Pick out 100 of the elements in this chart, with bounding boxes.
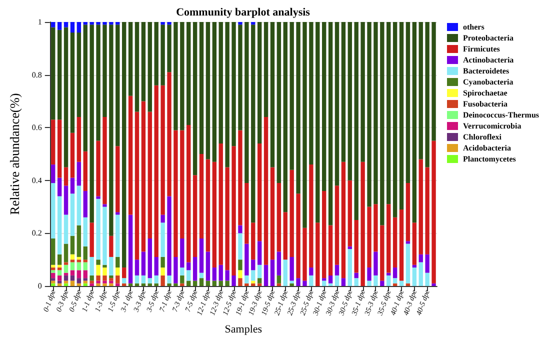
bar xyxy=(141,283,146,286)
bar xyxy=(328,275,333,284)
bar xyxy=(148,238,152,278)
y-tick-label: 0.8 xyxy=(32,70,42,80)
bar xyxy=(386,204,391,273)
bar xyxy=(212,280,217,286)
bar xyxy=(109,280,114,284)
bar xyxy=(96,196,100,199)
bar xyxy=(64,167,68,186)
bar xyxy=(90,22,94,25)
bar xyxy=(57,196,62,254)
y-tick-label: 0.6 xyxy=(32,123,42,132)
bar xyxy=(122,278,126,284)
bar xyxy=(328,225,333,276)
bar xyxy=(128,22,133,96)
bar xyxy=(238,225,242,234)
bar xyxy=(257,241,262,265)
bar xyxy=(83,280,88,284)
bar xyxy=(76,162,82,186)
bar xyxy=(186,270,191,281)
bar xyxy=(316,22,320,223)
bar xyxy=(392,268,398,278)
bar xyxy=(57,30,62,120)
bar xyxy=(70,22,75,33)
bar xyxy=(212,268,217,281)
bar xyxy=(57,254,62,265)
bar xyxy=(283,260,288,286)
bar xyxy=(134,112,140,260)
bar xyxy=(70,280,75,286)
legend-label: Spirochaetae xyxy=(463,88,508,98)
bar xyxy=(64,264,68,273)
bar xyxy=(276,275,282,284)
bar xyxy=(348,22,352,180)
bar xyxy=(406,183,410,242)
bar xyxy=(64,27,68,168)
bar xyxy=(160,24,165,86)
bar xyxy=(51,22,56,28)
bar xyxy=(160,22,165,25)
bar xyxy=(76,260,82,262)
bar xyxy=(134,260,140,276)
bar xyxy=(406,241,410,244)
bar xyxy=(354,22,358,220)
bar xyxy=(334,264,340,276)
bar xyxy=(244,22,249,184)
bar xyxy=(109,22,114,25)
bar xyxy=(367,22,372,207)
bar xyxy=(76,278,82,284)
bar xyxy=(199,278,204,286)
bar xyxy=(122,283,126,286)
bar xyxy=(276,252,282,276)
bar xyxy=(167,72,172,196)
bar xyxy=(238,24,242,130)
legend-label: Acidobacteria xyxy=(463,144,512,152)
bar xyxy=(354,220,358,273)
bar xyxy=(141,22,146,102)
bar xyxy=(399,209,404,281)
bar xyxy=(180,130,184,238)
bar xyxy=(96,283,100,286)
bar xyxy=(192,280,198,286)
bar xyxy=(51,283,56,286)
bar xyxy=(334,275,340,286)
bar xyxy=(232,146,236,276)
bar xyxy=(70,260,75,262)
bar xyxy=(57,22,62,30)
bar xyxy=(51,278,56,281)
bar xyxy=(418,22,423,160)
bar xyxy=(316,222,320,286)
bar xyxy=(64,280,68,284)
bar xyxy=(180,275,184,284)
bar xyxy=(354,278,358,286)
bar xyxy=(154,256,158,276)
bar xyxy=(432,22,436,141)
bar xyxy=(90,280,94,284)
bar xyxy=(109,236,114,257)
bar xyxy=(83,270,88,278)
bar xyxy=(64,262,68,265)
bar xyxy=(334,186,340,265)
bar xyxy=(412,264,417,268)
bar xyxy=(102,206,107,265)
bar xyxy=(76,262,82,270)
bar xyxy=(76,32,82,118)
bar xyxy=(186,280,191,286)
bar xyxy=(225,22,230,168)
bar xyxy=(341,278,346,286)
bar xyxy=(290,170,294,257)
bar xyxy=(251,22,256,25)
y-axis-title: Relative abundance(%) xyxy=(7,93,22,215)
bar xyxy=(290,256,294,281)
legend-label: Verrucomicrobia xyxy=(463,122,522,130)
bar xyxy=(270,260,275,286)
bar xyxy=(244,244,249,276)
bar xyxy=(418,262,423,286)
bar xyxy=(380,280,384,286)
bar xyxy=(102,204,107,207)
y-tick-label: 0 xyxy=(38,282,42,290)
bar xyxy=(134,22,140,112)
bar xyxy=(116,268,120,276)
bar xyxy=(432,283,436,286)
bar xyxy=(148,112,152,238)
bar xyxy=(360,22,365,162)
